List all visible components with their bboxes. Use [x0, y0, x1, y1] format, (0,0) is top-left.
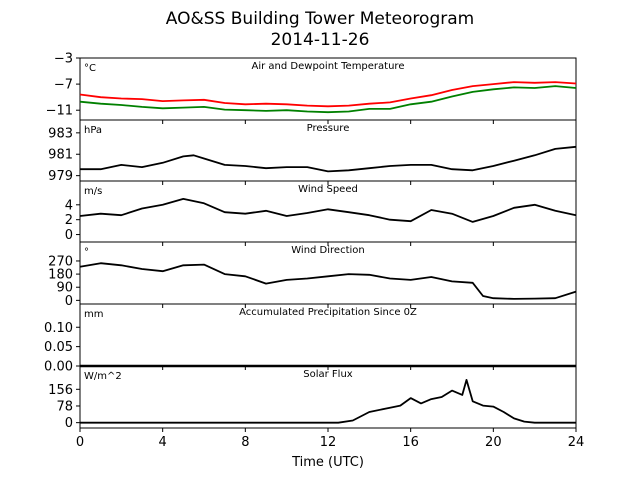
panel-temperature-ytick-label: −3 — [54, 52, 73, 67]
panel-wind_direction-unit: ° — [84, 247, 89, 258]
x-tick-label: 16 — [402, 435, 419, 450]
figure-subtitle: 2014-11-26 — [271, 30, 370, 50]
panel-wind_direction-series-0 — [79, 262, 577, 300]
x-tick-label: 8 — [241, 435, 249, 450]
panels-group: −3 −7 −11 °C Air and Dewpoint Temperature 983… — [44, 52, 584, 451]
x-tick-label: 4 — [159, 435, 167, 450]
x-tick-label: 12 — [320, 435, 337, 450]
panel-precipitation-ytick-label: 0.05 — [44, 340, 73, 355]
panel-wind_direction-ytick-label: 180 — [48, 268, 73, 283]
panel-temperature-unit: °C — [84, 63, 96, 74]
panel-precipitation-ytick-label: 0.00 — [44, 360, 73, 375]
x-tick-label: 20 — [485, 435, 502, 450]
panel-precipitation-unit: mm — [84, 309, 103, 320]
panel-wind_speed-ytick-label: 4 — [65, 198, 73, 213]
panel-wind_direction-ytick-label: 90 — [56, 281, 73, 296]
panel-wind_speed-ytick-label: 0 — [65, 228, 73, 243]
panel-solar_flux-ytick-label: 0 — [65, 416, 73, 431]
panel-pressure-ytick-label: 981 — [48, 148, 73, 163]
panel-wind_speed-label: Wind Speed — [298, 184, 358, 195]
panel-pressure-ytick-label: 983 — [48, 126, 73, 141]
panel-wind_speed-ytick-label: 2 — [65, 213, 73, 228]
panel-wind_direction-label: Wind Direction — [291, 245, 365, 256]
panel-solar_flux-series-0 — [80, 378, 576, 424]
panel-precipitation-label: Accumulated Precipitation Since 0Z — [239, 307, 417, 318]
panel-temperature-series-0 — [79, 81, 577, 108]
panel-solar_flux-ytick-label: 78 — [56, 399, 73, 414]
panel-solar_flux-unit: W/m^2 — [84, 371, 122, 382]
panel-pressure-label: Pressure — [307, 123, 350, 134]
x-tick-label: 0 — [76, 435, 84, 450]
panel-solar_flux-ytick-label: 156 — [48, 383, 73, 398]
panel-pressure-series-0 — [80, 145, 577, 173]
panel-temperature-label: Air and Dewpoint Temperature — [252, 61, 405, 72]
panel-pressure-unit: hPa — [84, 125, 102, 136]
x-tick-label: 24 — [568, 435, 585, 450]
panel-precipitation-ytick-label: 0.10 — [44, 321, 73, 336]
panel-wind_speed-unit: m/s — [84, 186, 102, 197]
panel-wind_speed-series-0 — [79, 197, 577, 223]
figure-title: AO&SS Building Tower Meteorogram — [166, 9, 474, 29]
panel-temperature-series-1 — [79, 85, 577, 114]
panel-solar_flux-label: Solar Flux — [303, 369, 353, 380]
panel-wind_direction-ytick-label: 270 — [48, 254, 73, 269]
panel-wind_direction-ytick-label: 0 — [65, 294, 73, 309]
panel-temperature-ytick-label: −7 — [54, 78, 73, 93]
panel-temperature-ytick-label: −11 — [46, 104, 73, 119]
x-axis-label: Time (UTC) — [291, 455, 364, 470]
panel-pressure-ytick-label: 979 — [48, 169, 73, 184]
